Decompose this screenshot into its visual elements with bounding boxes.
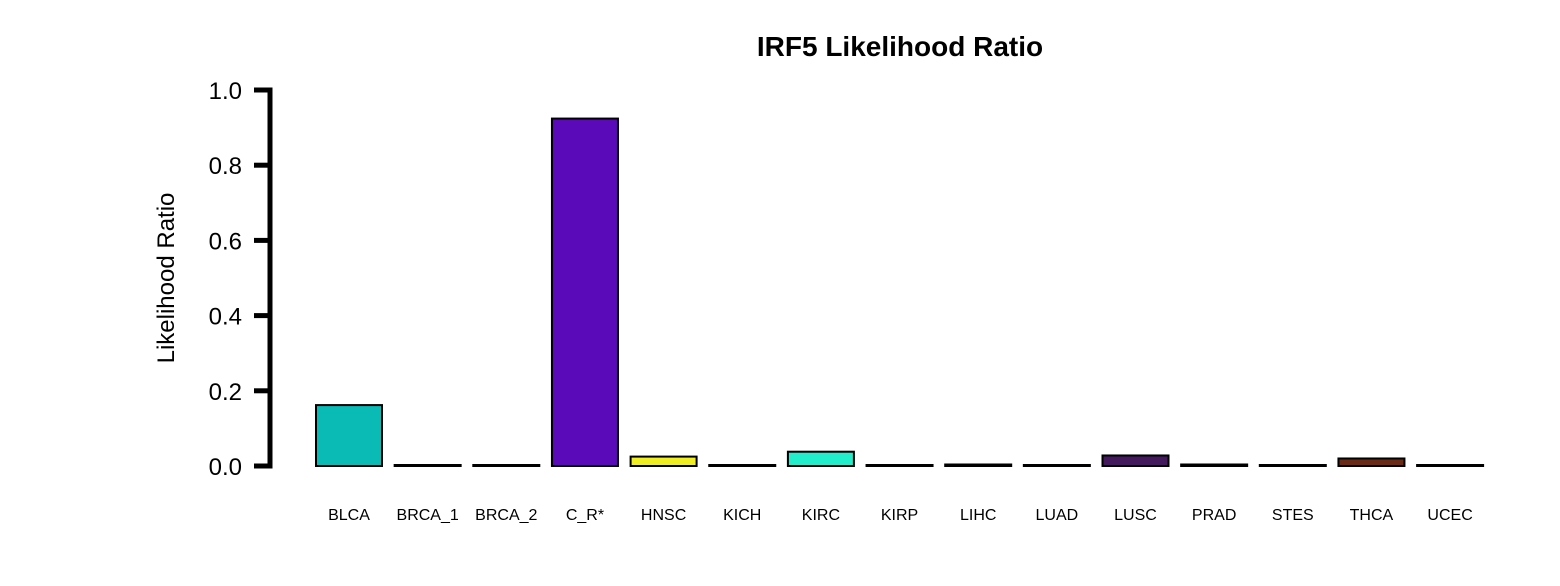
x-tick-label: UCEC	[1427, 507, 1472, 524]
bar-blca	[315, 404, 383, 468]
bar-lihc	[944, 463, 1013, 468]
x-tick-label: KIRP	[881, 507, 918, 524]
y-tick-label: 0.0	[209, 454, 242, 481]
bar-stes	[1258, 464, 1327, 467]
y-axis: 0.0 0.2 0.4 0.6 0.8 1.0	[209, 78, 273, 481]
bar-thca	[1337, 457, 1406, 468]
x-tick-label: STES	[1272, 507, 1314, 524]
y-tick-label: 0.6	[209, 228, 242, 255]
y-tick-label: 0.4	[209, 304, 242, 331]
y-tick-label: 1.0	[209, 78, 242, 105]
x-tick-label: LUSC	[1114, 507, 1157, 524]
x-tick-label: KICH	[723, 507, 761, 524]
y-tick-label: 0.8	[209, 153, 242, 180]
bar-kirp	[865, 464, 934, 467]
bar-luad	[1022, 464, 1091, 467]
y-axis-label: Likelihood Ratio	[153, 193, 180, 364]
chart-title: IRF5 Likelihood Ratio	[757, 31, 1043, 62]
x-tick-label: BLCA	[328, 507, 370, 524]
x-tick-label: HNSC	[641, 507, 686, 524]
bar-brca-2	[472, 464, 541, 467]
bar-hnsc	[629, 455, 698, 468]
x-axis-labels: BLCA BRCA_1 BRCA_2 C_R* HNSC KICH KIRC KIRP LIHC…	[328, 507, 1473, 524]
bar-c-r	[550, 117, 619, 468]
x-tick-label: LIHC	[960, 507, 996, 524]
bar-prad	[1180, 463, 1249, 468]
bar-ucec	[1416, 464, 1485, 467]
x-tick-label: BRCA_1	[397, 507, 459, 524]
x-tick-label: PRAD	[1192, 507, 1236, 524]
bar-kirc	[786, 450, 855, 468]
x-tick-label: KIRC	[802, 507, 840, 524]
bar-lusc	[1101, 454, 1170, 467]
x-tick-label: C_R*	[566, 507, 604, 524]
bars	[315, 117, 1485, 468]
x-tick-label: BRCA_2	[475, 507, 537, 524]
bar-brca-1	[393, 464, 462, 467]
x-tick-label: LUAD	[1036, 507, 1079, 524]
x-tick-label: THCA	[1350, 507, 1394, 524]
bar-kich	[708, 464, 777, 467]
y-tick-label: 0.2	[209, 379, 242, 406]
